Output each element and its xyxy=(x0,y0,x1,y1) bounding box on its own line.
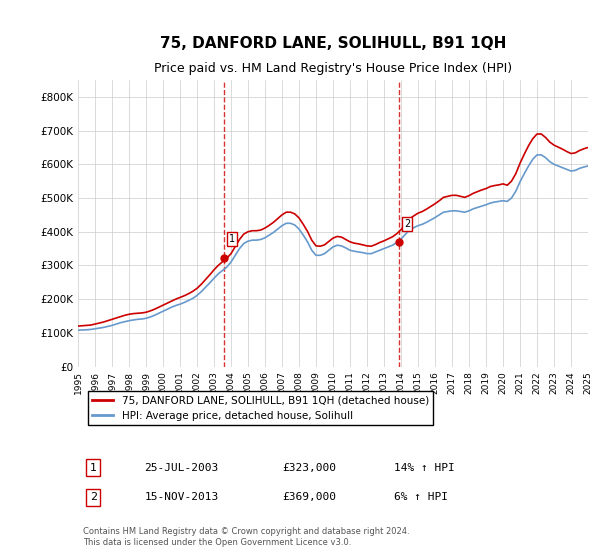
Text: £323,000: £323,000 xyxy=(282,463,336,473)
Text: 15-NOV-2013: 15-NOV-2013 xyxy=(145,492,218,502)
Legend: 75, DANFORD LANE, SOLIHULL, B91 1QH (detached house), HPI: Average price, detach: 75, DANFORD LANE, SOLIHULL, B91 1QH (det… xyxy=(88,391,433,425)
Text: 1: 1 xyxy=(229,234,235,244)
Text: 75, DANFORD LANE, SOLIHULL, B91 1QH: 75, DANFORD LANE, SOLIHULL, B91 1QH xyxy=(160,36,506,51)
Text: 1: 1 xyxy=(90,463,97,473)
Text: £369,000: £369,000 xyxy=(282,492,336,502)
Text: 25-JUL-2003: 25-JUL-2003 xyxy=(145,463,218,473)
Text: Contains HM Land Registry data © Crown copyright and database right 2024.
This d: Contains HM Land Registry data © Crown c… xyxy=(83,527,410,547)
Text: 2: 2 xyxy=(404,219,410,228)
Text: 2: 2 xyxy=(90,492,97,502)
Text: 14% ↑ HPI: 14% ↑ HPI xyxy=(394,463,455,473)
Text: Price paid vs. HM Land Registry's House Price Index (HPI): Price paid vs. HM Land Registry's House … xyxy=(154,62,512,75)
Text: 6% ↑ HPI: 6% ↑ HPI xyxy=(394,492,448,502)
